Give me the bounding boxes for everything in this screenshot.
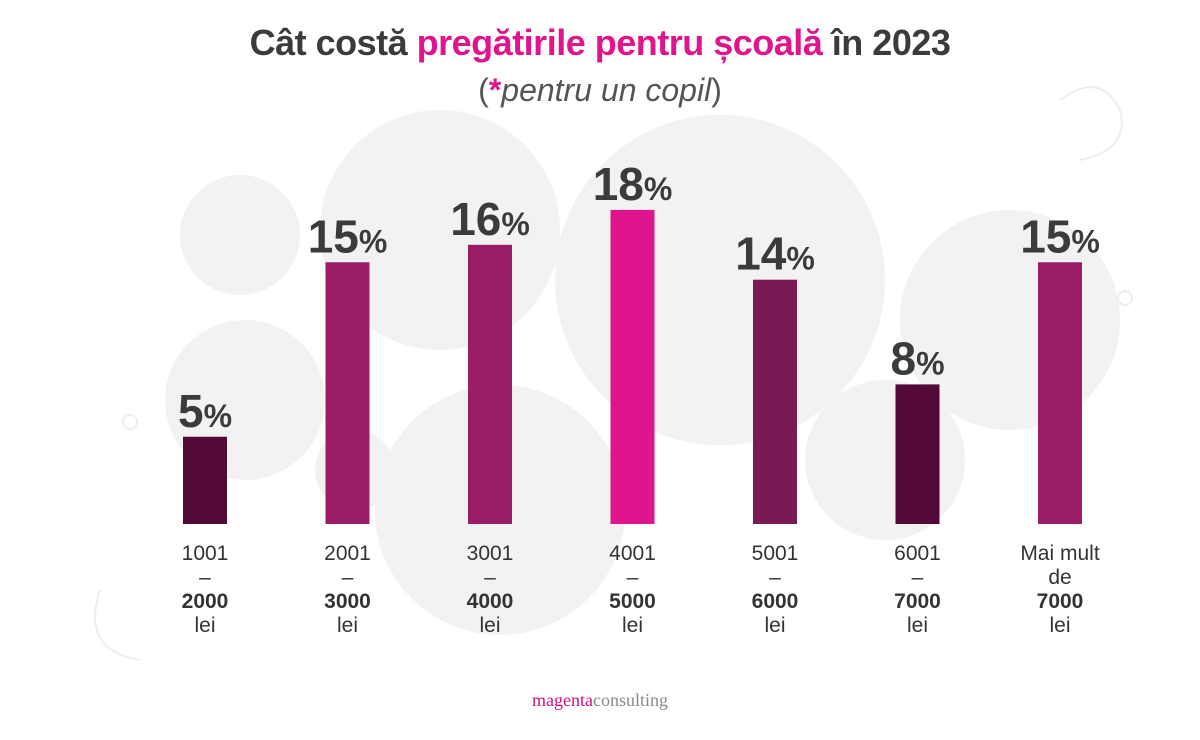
title-suffix: în 2023 [822, 22, 951, 63]
value-unit: % [359, 223, 387, 259]
category-label-7: Mai mult de 7000 lei [1020, 542, 1100, 637]
chart-title: Cât costă pregătirile pentru școală în 2… [0, 22, 1200, 64]
brand-name-part1: magenta [532, 690, 593, 710]
value-unit: % [786, 241, 814, 277]
category-line: 6000 [752, 590, 799, 613]
value-label-6: 8% [890, 332, 944, 384]
bar-4 [610, 209, 655, 524]
category-line: lei [337, 614, 358, 637]
category-line: Mai mult [1020, 542, 1100, 565]
category-line: – [627, 566, 639, 589]
category-line: lei [479, 614, 500, 637]
category-label-4: 4001–5000 lei [609, 542, 656, 637]
value-label-3: 16% [450, 193, 530, 245]
category-line: 7000 [894, 590, 941, 613]
category-label-1: 1001–2000 lei [182, 542, 229, 637]
brand-name-part2: consulting [592, 690, 668, 710]
subtitle-open-paren: ( [478, 72, 489, 108]
value-label-4: 18% [593, 158, 673, 210]
category-label-5: 5001–6000 lei [752, 542, 799, 637]
value-number: 8 [890, 332, 916, 384]
value-label-5: 14% [735, 228, 815, 280]
value-number: 15 [308, 210, 359, 262]
title-prefix: Cât costă [249, 22, 417, 63]
category-line: 5000 [609, 590, 656, 613]
bar-3 [468, 244, 512, 525]
bar-7 [1038, 262, 1082, 524]
subtitle-text: pentru un copil [501, 72, 712, 108]
value-unit: % [204, 398, 232, 434]
bar-5 [753, 279, 797, 524]
category-line: 7000 [1037, 590, 1084, 613]
bar-2 [325, 262, 370, 524]
value-number: 14 [735, 228, 787, 280]
value-label-2: 15% [308, 210, 388, 262]
category-label-2: 2001–3000 lei [324, 542, 371, 637]
value-unit: % [501, 206, 529, 242]
category-line: – [912, 566, 924, 589]
category-line: lei [194, 614, 215, 637]
chart-subtitle: (*pentru un copil) [0, 72, 1200, 109]
brand-footer: magentaconsulting [0, 690, 1200, 711]
category-line: 3000 [324, 590, 371, 613]
category-line: – [342, 566, 354, 589]
subtitle-close-paren: ) [711, 72, 722, 108]
category-line: de [1048, 566, 1071, 589]
category-line: – [484, 566, 496, 589]
value-number: 15 [1020, 210, 1071, 262]
bar-6 [895, 384, 940, 524]
category-line: lei [907, 614, 928, 637]
category-line: 4000 [467, 590, 514, 613]
category-line: lei [1049, 614, 1070, 637]
category-line: 2000 [182, 590, 229, 613]
category-line: 2001 [324, 542, 371, 565]
category-label-3: 3001–4000 lei [467, 542, 514, 637]
category-line: 5001 [752, 542, 799, 565]
value-number: 16 [450, 193, 501, 245]
category-line: – [199, 566, 211, 589]
category-line: 6001 [894, 542, 941, 565]
category-line: 1001 [182, 542, 229, 565]
value-number: 18 [593, 158, 644, 210]
category-line: 3001 [467, 542, 514, 565]
value-unit: % [644, 171, 672, 207]
category-line: – [769, 566, 781, 589]
category-line: lei [622, 614, 643, 637]
bar-1 [183, 436, 227, 524]
category-line: 4001 [609, 542, 656, 565]
subtitle-star: * [488, 72, 502, 108]
value-label-1: 5% [178, 385, 232, 437]
value-number: 5 [178, 385, 204, 437]
title-highlight: pregătirile pentru școală [416, 22, 823, 63]
value-label-7: 15% [1020, 210, 1100, 262]
category-label-6: 6001–7000 lei [894, 542, 941, 637]
category-line: lei [764, 614, 785, 637]
value-unit: % [916, 345, 944, 381]
value-unit: % [1071, 223, 1099, 259]
